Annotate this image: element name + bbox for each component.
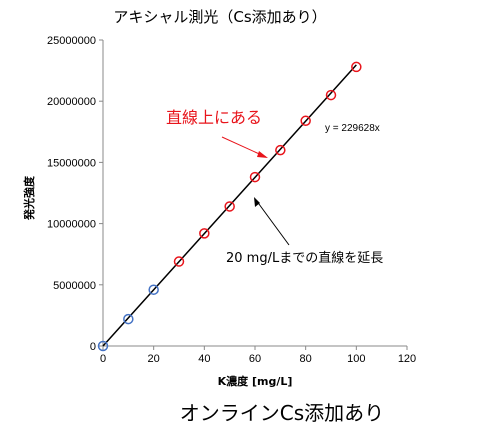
trendline [102,64,357,347]
data-point-series-2 [275,144,286,156]
data-point-series-2 [325,89,337,101]
x-tick-label: 40 [198,353,210,365]
plot-area: 0 5000000 10000000 15000000 20000000 25000000… [47,35,416,365]
annotation-arrow-black-head [254,197,260,207]
data-point-series-2 [173,256,185,267]
y-tick-label: 25000000 [47,35,96,47]
y-tick-label: 10000000 [47,219,96,231]
y-ticks: 0 5000000 10000000 15000000 20000000 25000000 [47,35,103,353]
x-tick-label: 0 [100,353,106,365]
data-point-series-1 [97,340,109,352]
bottom-title: オンラインCs添加あり [180,401,384,425]
annotation-arrow-red-head [257,151,268,158]
data-points [97,61,362,352]
x-tick-label: 80 [300,353,312,365]
data-point-series-2 [351,61,362,73]
annotation-extend-line: 20 mg/Lまでの直線を延長 [226,250,383,266]
data-point-series-2 [249,171,261,183]
y-tick-label: 20000000 [47,96,96,108]
y-tick-label: 0 [90,341,96,353]
y-tick-label: 15000000 [47,157,96,169]
data-point-series-2 [199,228,210,239]
x-tick-label: 100 [347,353,365,365]
y-axis-label: 発光強度 [22,175,36,221]
x-tick-label: 20 [148,353,160,365]
x-ticks: 0 20 40 60 80 100 120 [100,346,416,365]
x-axis-label: K濃度 [mg/L] [218,374,293,388]
annotation-on-line: 直線上にある [166,108,262,127]
y-tick-label: 5000000 [53,280,96,292]
trendline-equation: y = 229628x [325,123,380,134]
data-point-series-1 [148,284,159,295]
data-point-series-1 [123,313,134,325]
data-point-series-2 [224,201,235,212]
data-point-series-2 [300,115,311,127]
x-tick-label: 120 [398,353,416,365]
annotation-arrow-black [255,199,290,246]
chart-title: アキシャル測光（Cs添加あり） [113,8,326,26]
x-tick-label: 60 [249,353,261,365]
